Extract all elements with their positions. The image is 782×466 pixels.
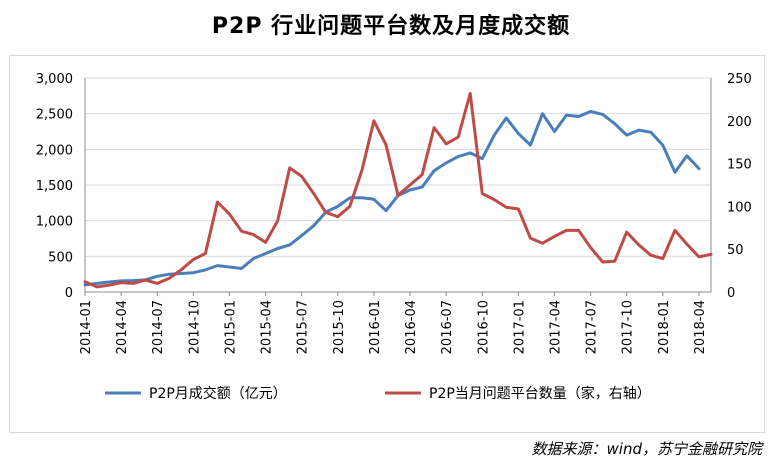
x-tick-label: 2017-01 — [512, 300, 527, 354]
y-left-tick-label: 2,500 — [36, 108, 73, 123]
y-right-tick-label: 50 — [727, 243, 744, 258]
x-tick-label: 2014-07 — [151, 300, 166, 354]
y-right-tick-label: 200 — [727, 115, 752, 130]
y-right-tick-label: 0 — [727, 286, 735, 301]
x-tick-label: 2018-01 — [657, 300, 672, 354]
legend-label-problem-platforms: P2P当月问题平台数量（家，右轴） — [429, 385, 651, 402]
x-tick-label: 2015-10 — [332, 300, 347, 354]
y-left-tick-label: 1,000 — [36, 215, 73, 230]
x-tick-label: 2016-01 — [368, 300, 383, 354]
x-tick-label: 2018-04 — [693, 300, 708, 354]
x-tick-label: 2015-01 — [223, 300, 238, 354]
y-left-tick-label: 0 — [65, 286, 73, 301]
series-line-problem-platforms — [83, 91, 713, 289]
x-tick-label: 2014-01 — [79, 300, 94, 354]
chart-title: P2P 行业问题平台数及月度成交额 — [211, 14, 571, 39]
x-tick-label: 2016-04 — [404, 300, 419, 354]
y-right-tick-label: 250 — [727, 72, 752, 87]
y-right-tick-label: 150 — [727, 158, 752, 173]
x-tick-label: 2015-07 — [296, 300, 311, 354]
chart-frame — [9, 55, 765, 433]
y-left-tick-label: 1,500 — [36, 179, 73, 194]
x-tick-label: 2017-10 — [621, 300, 636, 354]
y-left-tick-label: 3,000 — [36, 72, 73, 87]
x-tick-label: 2017-04 — [549, 300, 564, 354]
source-note: 数据来源：wind，苏宁金融研究院 — [531, 440, 762, 458]
x-tick-label: 2017-07 — [585, 300, 600, 354]
legend-label-volume: P2P月成交额（亿元） — [149, 385, 287, 402]
x-tick-label: 2014-10 — [187, 300, 202, 354]
x-tick-label: 2014-04 — [115, 300, 130, 354]
y-left-tick-label: 500 — [48, 250, 73, 265]
x-tick-label: 2016-10 — [476, 300, 491, 354]
y-left-tick-label: 2,000 — [36, 143, 73, 158]
x-tick-label: 2015-04 — [260, 300, 275, 354]
y-right-tick-label: 100 — [727, 200, 752, 215]
x-tick-label: 2016-07 — [440, 300, 455, 354]
series-line-volume — [83, 110, 701, 287]
